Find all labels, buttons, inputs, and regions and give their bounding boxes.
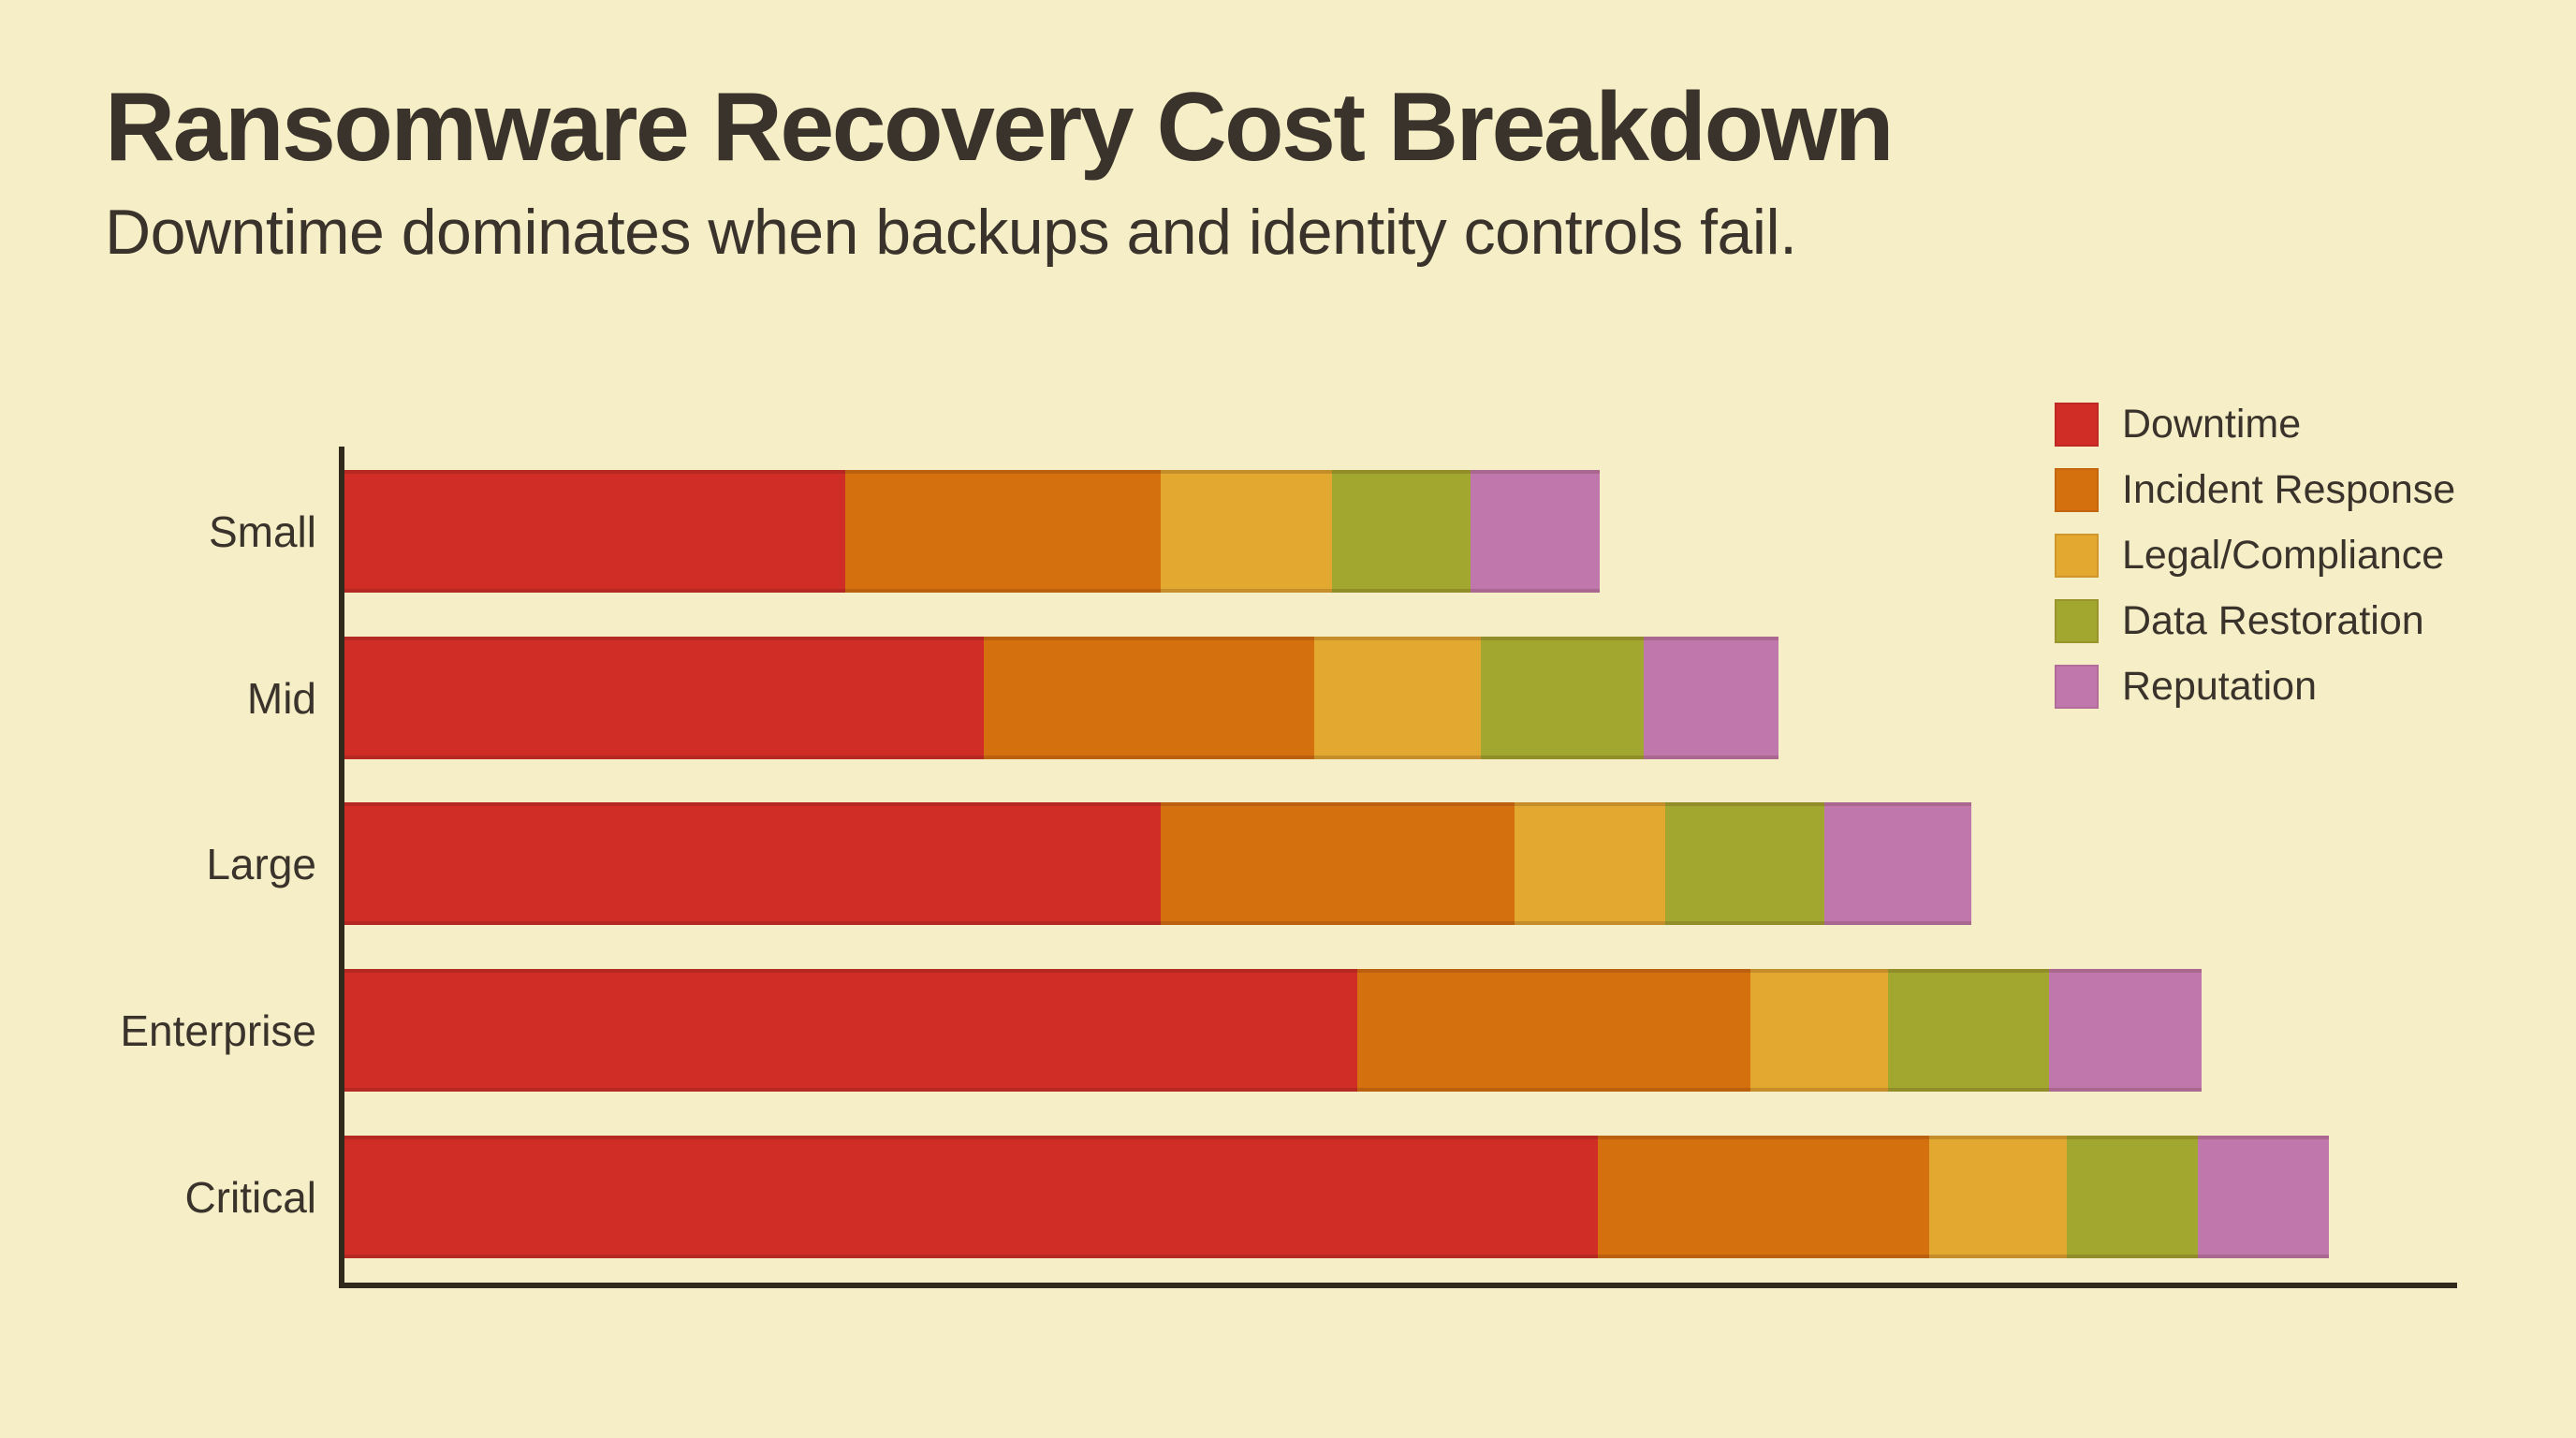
legend-swatch-data-restoration — [2055, 599, 2099, 643]
bar-segment-large-incident-response — [1161, 802, 1515, 925]
bar-segment-small-data-restoration — [1331, 470, 1471, 593]
legend-label-reputation: Reputation — [2122, 664, 2317, 709]
legend-item-legal-compliance: Legal/Compliance — [2055, 534, 2455, 578]
legend-label-data-restoration: Data Restoration — [2122, 598, 2424, 643]
chart-subtitle: Downtime dominates when backups and iden… — [105, 197, 1797, 268]
legend-swatch-downtime — [2055, 403, 2099, 447]
bar-segment-small-legal-compliance — [1161, 470, 1332, 593]
legend-swatch-incident-response — [2055, 468, 2099, 512]
legend-item-downtime: Downtime — [2055, 403, 2455, 447]
chart-title: Ransomware Recovery Cost Breakdown — [105, 73, 1895, 182]
category-label-large: Large — [206, 839, 316, 888]
legend-swatch-legal-compliance — [2055, 534, 2099, 578]
legend: Downtime Incident Response Legal/Complianc… — [2055, 403, 2455, 730]
bar-segment-mid-incident-response — [984, 637, 1314, 759]
category-label-enterprise: Enterprise — [120, 1005, 316, 1055]
legend-label-downtime: Downtime — [2122, 402, 2302, 447]
bar-segment-small-reputation — [1471, 470, 1601, 593]
bar-segment-enterprise-reputation — [2048, 969, 2203, 1092]
bar-segment-large-legal-compliance — [1514, 802, 1666, 925]
legend-item-reputation: Reputation — [2055, 665, 2455, 709]
legend-swatch-reputation — [2055, 665, 2099, 709]
bar-segment-enterprise-legal-compliance — [1750, 969, 1888, 1092]
bar-segment-large-reputation — [1823, 802, 1971, 925]
bar-segment-critical-downtime — [344, 1136, 1598, 1258]
bar-segment-critical-legal-compliance — [1929, 1136, 2067, 1258]
bar-segment-small-downtime — [344, 470, 845, 593]
legend-item-incident-response: Incident Response — [2055, 468, 2455, 512]
y-axis-line — [339, 447, 344, 1287]
legend-label-incident-response: Incident Response — [2122, 467, 2456, 512]
bar-segment-mid-reputation — [1643, 637, 1779, 759]
bar-segment-enterprise-data-restoration — [1887, 969, 2049, 1092]
category-label-mid: Mid — [246, 673, 316, 723]
bar-segment-large-data-restoration — [1665, 802, 1824, 925]
bar-segment-enterprise-downtime — [344, 969, 1358, 1092]
bar-segment-enterprise-incident-response — [1357, 969, 1751, 1092]
bar-segment-critical-incident-response — [1597, 1136, 1930, 1258]
bar-segment-critical-reputation — [2197, 1136, 2329, 1258]
category-label-critical: Critical — [184, 1172, 316, 1222]
x-axis-line — [339, 1283, 2457, 1288]
category-label-small: Small — [208, 506, 316, 556]
bar-segment-large-downtime — [344, 802, 1162, 925]
bar-segment-mid-downtime — [344, 637, 985, 759]
bar-segment-mid-data-restoration — [1480, 637, 1644, 759]
bar-segment-small-incident-response — [844, 470, 1162, 593]
legend-label-legal-compliance: Legal/Compliance — [2122, 533, 2445, 578]
bar-segment-mid-legal-compliance — [1313, 637, 1481, 759]
bar-segment-critical-data-restoration — [2066, 1136, 2198, 1258]
legend-item-data-restoration: Data Restoration — [2055, 599, 2455, 643]
